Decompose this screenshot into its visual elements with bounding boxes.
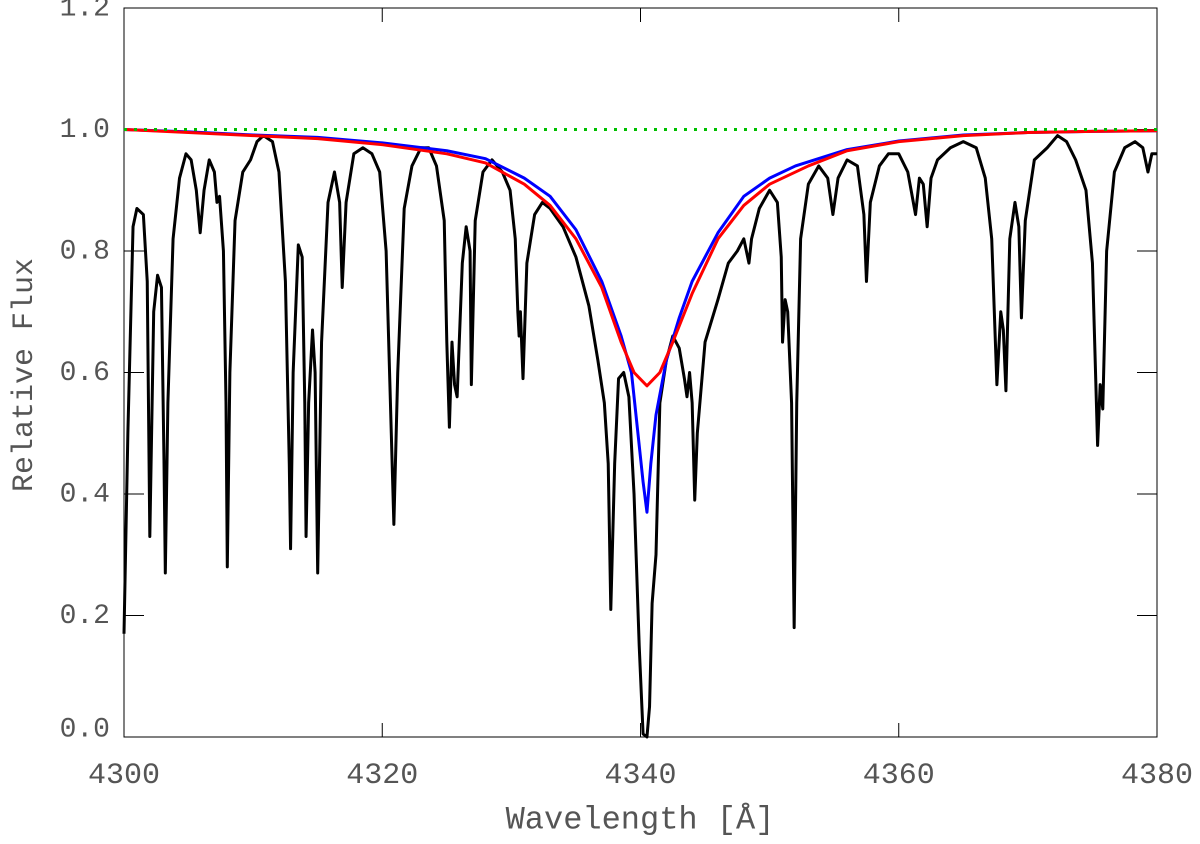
y-axis-label: Relative Flux — [8, 258, 42, 492]
x-tick-label: 4380 — [1121, 759, 1193, 793]
y-tick-label: 0.4 — [60, 479, 110, 510]
x-tick-label: 4360 — [863, 759, 935, 793]
plot-frame — [123, 7, 1158, 738]
data-line — [122, 134, 1157, 739]
y-tick-label: 0.0 — [60, 714, 110, 745]
data-line — [123, 128, 1158, 388]
y-tick-label: 1.2 — [60, 0, 110, 24]
y-tick-label: 0.6 — [60, 358, 110, 389]
y-tick-label: 0.2 — [60, 601, 110, 632]
y-tick-label: 0.8 — [60, 236, 110, 267]
y-tick-label: 1.0 — [60, 115, 110, 146]
x-tick-label: 4320 — [346, 759, 418, 793]
x-tick-label: 4340 — [604, 759, 676, 793]
x-axis-label: Wavelength [Å] — [506, 801, 775, 838]
x-tick-label: 4300 — [88, 759, 160, 793]
